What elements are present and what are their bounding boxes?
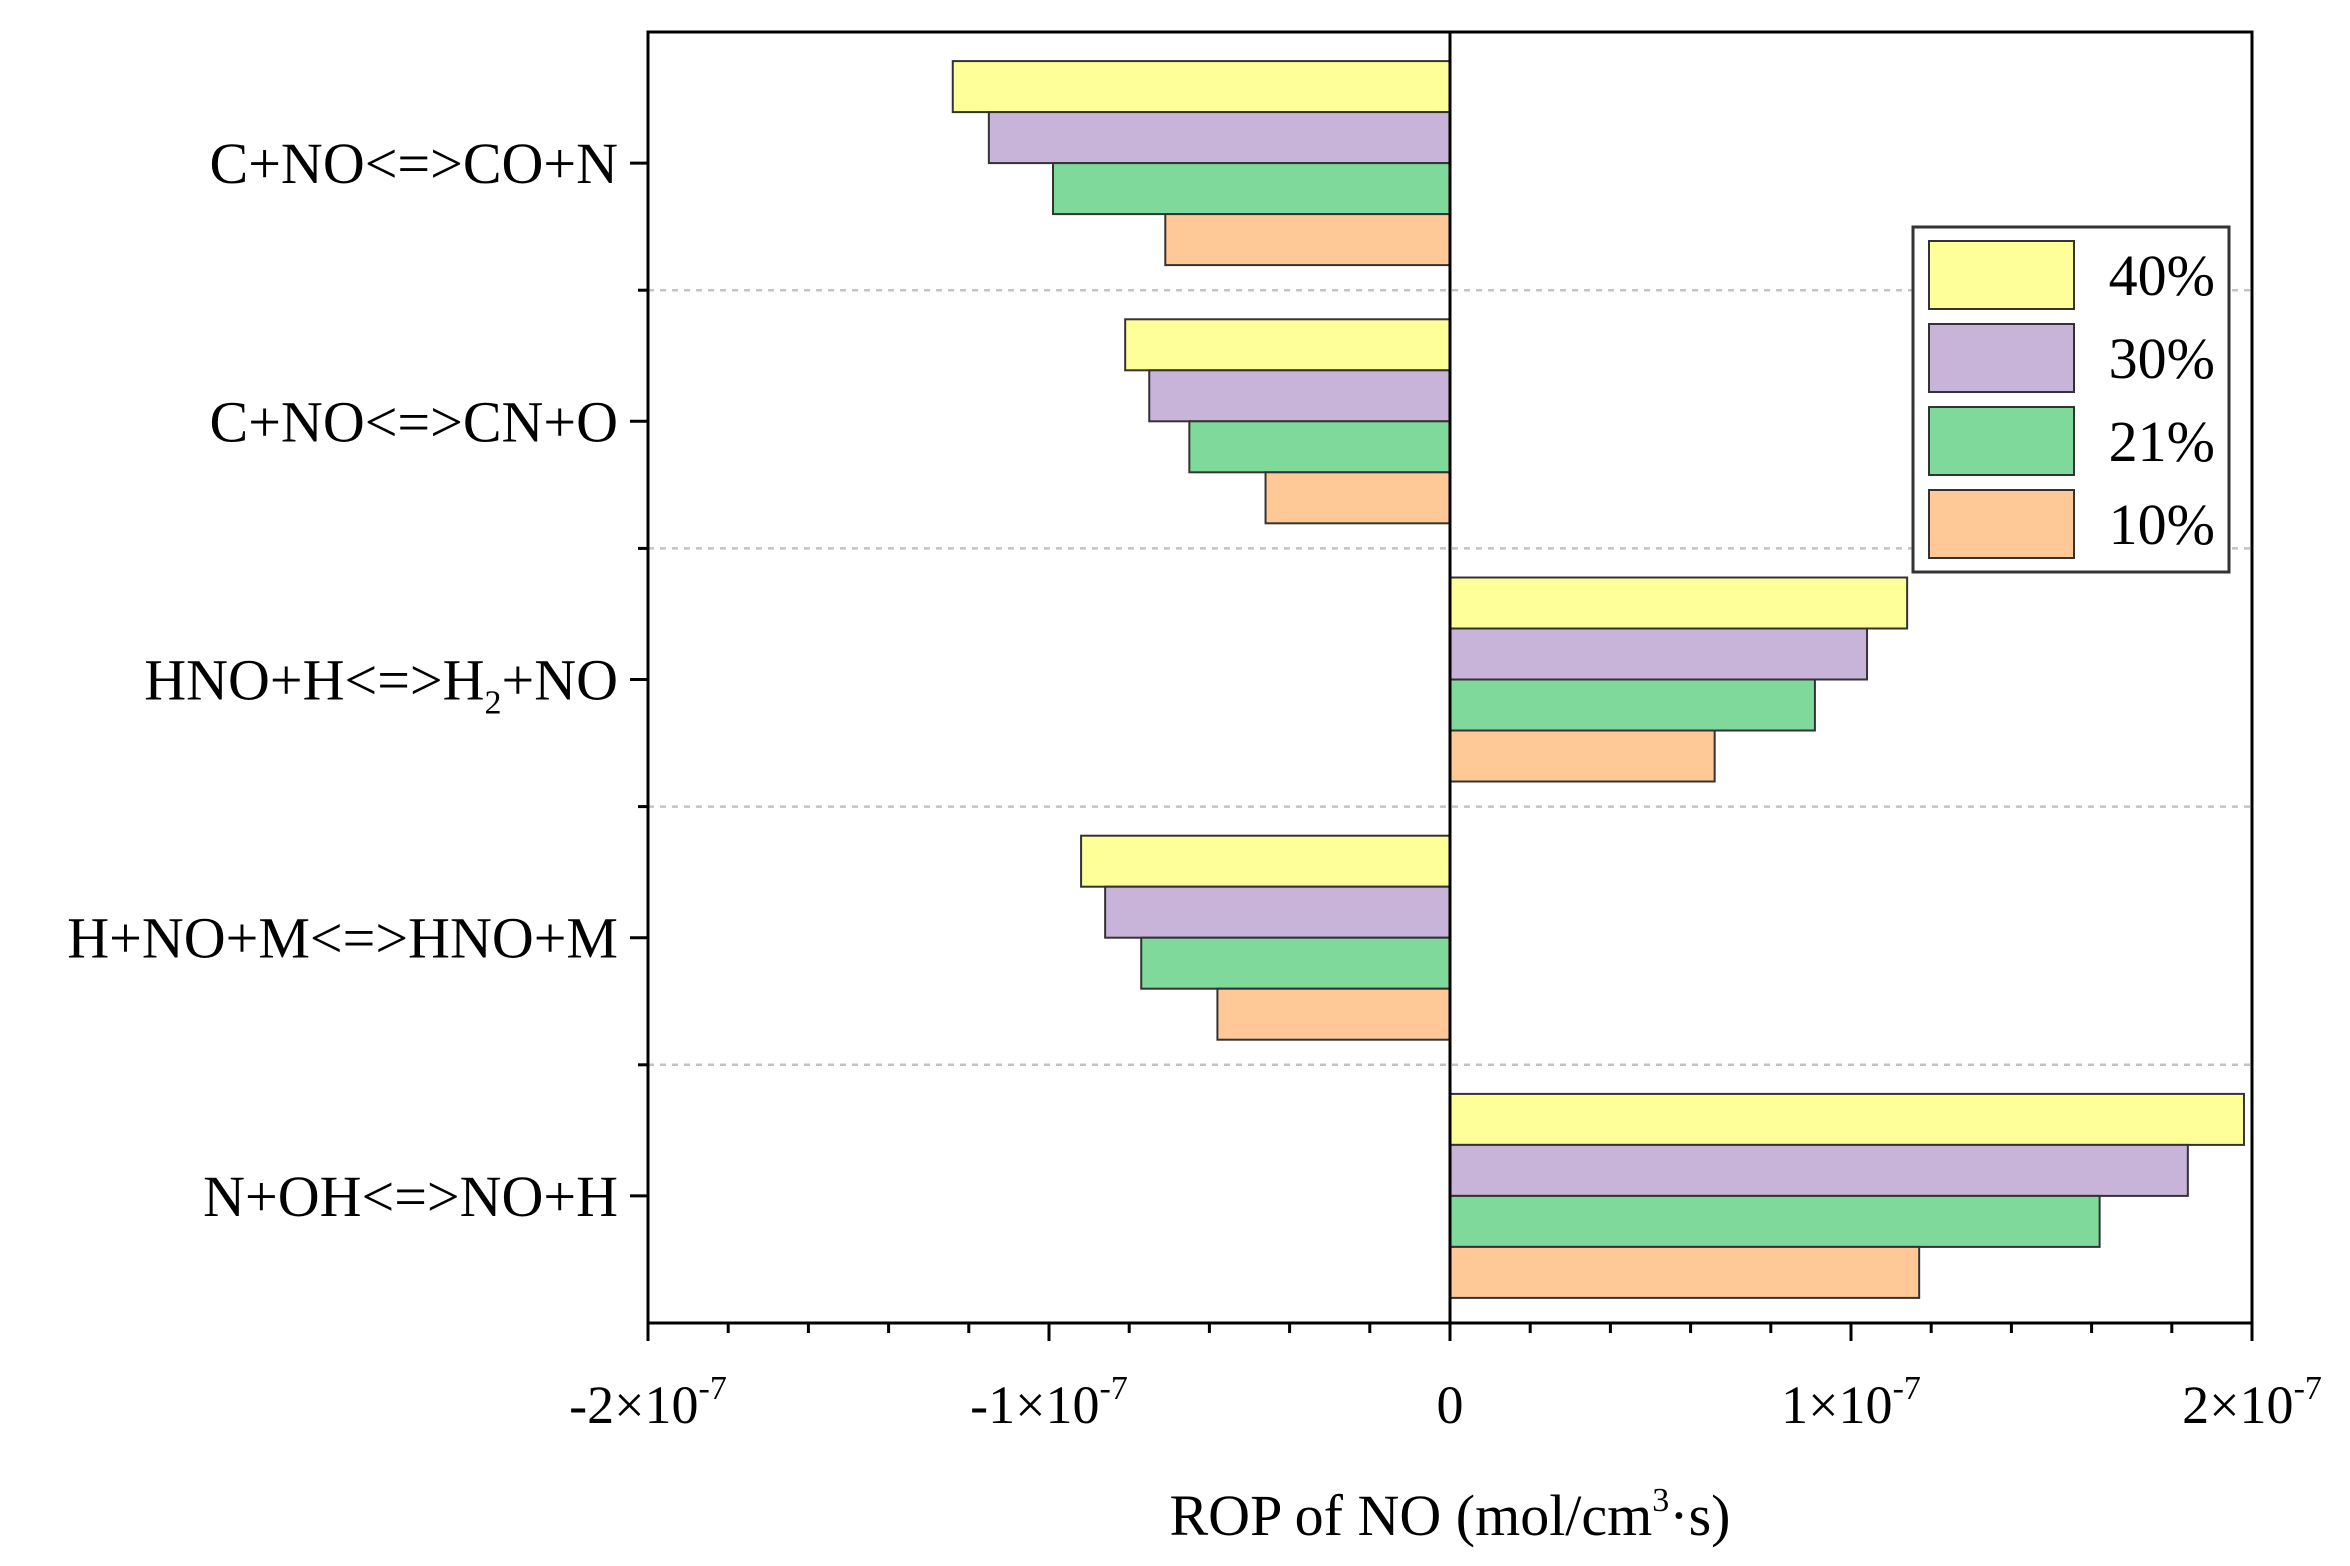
x-tick-label: 1×10-7: [1781, 1370, 1921, 1435]
y-axis-categories: C+NO<=>CO+N C+NO<=>CN+O HNO+H<=>H2+NO H+NO+…: [67, 131, 648, 1229]
legend-label-30[interactable]: 30%: [2109, 326, 2215, 391]
bar-30-cat-0: [987, 111, 1451, 165]
bar-30-cat-2: [1449, 627, 1869, 681]
x-axis-title: ROP of NO (mol/cm3·s): [1170, 1482, 1731, 1548]
x-tick-label: -2×10-7: [569, 1370, 727, 1435]
legend-swatch-10: [1928, 489, 2075, 559]
bar-10-cat-3: [1216, 987, 1452, 1041]
bar-40-cat-2: [1449, 576, 1909, 630]
legend-label-21[interactable]: 21%: [2109, 409, 2215, 474]
category-label: C+NO<=>CO+N: [210, 131, 618, 196]
bar-21-cat-4: [1449, 1194, 2101, 1248]
x-axis-ticks: -2×10-7 -1×10-7 0 1×10-7 2×10-7: [569, 1323, 2322, 1435]
bar-21-cat-1: [1188, 420, 1451, 474]
legend-swatch-21: [1928, 406, 2075, 476]
bar-21-cat-3: [1140, 936, 1451, 990]
bar-40-cat-1: [1124, 318, 1451, 372]
legend[interactable]: 40% 30% 21% 10%: [1911, 225, 2231, 574]
bar-21-cat-0: [1052, 162, 1451, 216]
bars: [951, 60, 2245, 1299]
legend-label-10[interactable]: 10%: [2109, 492, 2215, 557]
x-tick-label: -1×10-7: [970, 1370, 1128, 1435]
legend-swatch-30: [1928, 323, 2075, 393]
category-label: C+NO<=>CN+O: [210, 389, 618, 454]
bar-10-cat-2: [1449, 729, 1716, 783]
bar-10-cat-0: [1164, 213, 1452, 267]
legend-swatch-40: [1928, 240, 2075, 310]
x-tick-label: 2×10-7: [2182, 1370, 2322, 1435]
bar-40-cat-3: [1080, 834, 1451, 888]
category-label: N+OH<=>NO+H: [203, 1164, 618, 1229]
bar-21-cat-2: [1449, 678, 1816, 732]
bar-30-cat-1: [1148, 369, 1451, 423]
legend-label-40[interactable]: 40%: [2109, 243, 2215, 308]
x-axis-label: ROP of NO (mol/cm3·s): [1170, 1482, 1731, 1548]
bar-30-cat-4: [1449, 1143, 2189, 1197]
bar-10-cat-1: [1264, 471, 1452, 525]
category-label: HNO+H<=>H2+NO: [144, 648, 618, 722]
bar-40-cat-0: [951, 60, 1451, 114]
bar-40-cat-4: [1449, 1092, 2245, 1146]
bar-30-cat-3: [1104, 885, 1451, 939]
bar-10-cat-4: [1449, 1245, 1921, 1299]
x-tick-label: 0: [1437, 1375, 1464, 1435]
category-label: H+NO+M<=>HNO+M: [67, 906, 618, 971]
